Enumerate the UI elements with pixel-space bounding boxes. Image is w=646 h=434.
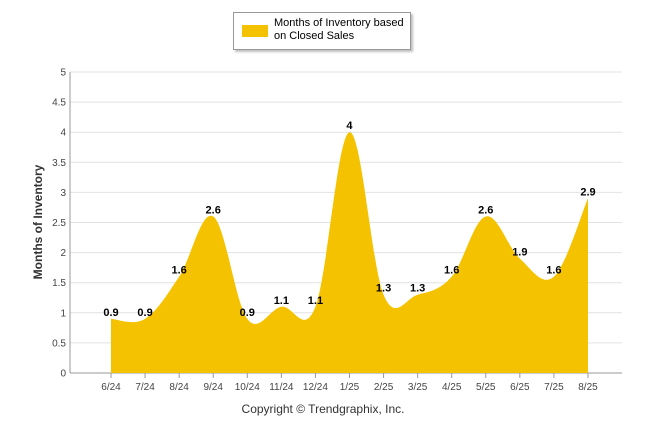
y-tick-label: 0 [60, 369, 66, 380]
data-label: 1.6 [444, 265, 459, 277]
y-tick-label: 3 [60, 188, 66, 199]
area-series [111, 132, 588, 373]
y-axis-label: Months of Inventory [31, 164, 45, 280]
data-label: 2.6 [478, 204, 493, 216]
data-label: 1.1 [308, 295, 323, 307]
x-tick-label: 5/25 [476, 382, 496, 393]
data-label: 2.6 [206, 204, 221, 216]
data-labels: 0.9 0.9 1.6 2.6 0.9 1.1 1.1 4 1.3 1.3 1.6 2.6 1.9 1.6… [103, 120, 595, 319]
x-tick-label: 12/24 [303, 382, 328, 393]
x-tick-label: 4/25 [442, 382, 462, 393]
x-tick-label: 7/24 [135, 382, 155, 393]
x-tick-label: 6/25 [510, 382, 530, 393]
x-tick-label: 9/24 [203, 382, 223, 393]
y-axis-ticks: 0 0.5 1 1.5 2 2.5 3 3.5 4 4.5 5 [52, 68, 66, 380]
x-tick-label: 7/25 [544, 382, 564, 393]
x-tick-label: 6/24 [101, 382, 121, 393]
data-label: 1.3 [410, 283, 425, 295]
legend-swatch [242, 25, 268, 37]
data-label: 1.1 [274, 295, 289, 307]
y-tick-label: 5 [60, 68, 66, 79]
data-label: 1.6 [171, 265, 186, 277]
data-label: 2.9 [580, 186, 595, 198]
y-tick-label: 2.5 [52, 218, 66, 229]
data-label: 0.9 [103, 307, 118, 319]
x-tick-label: 8/24 [169, 382, 189, 393]
data-label: 1.3 [376, 283, 391, 295]
data-label: 4 [346, 120, 353, 132]
legend-label: Months of Inventory based on Closed Sale… [274, 17, 404, 42]
y-tick-label: 2 [60, 248, 66, 259]
data-label: 1.9 [512, 247, 527, 259]
data-label: 0.9 [137, 307, 152, 319]
data-label: 1.6 [546, 265, 561, 277]
y-tick-label: 4 [60, 128, 66, 139]
y-tick-label: 0.5 [52, 338, 66, 349]
data-label: 0.9 [240, 307, 255, 319]
x-tick-label: 3/25 [408, 382, 428, 393]
y-tick-label: 1 [60, 308, 66, 319]
x-tick-label: 8/25 [578, 382, 598, 393]
y-tick-label: 1.5 [52, 278, 66, 289]
x-tick-label: 10/24 [235, 382, 260, 393]
x-tick-label: 2/25 [374, 382, 394, 393]
y-tick-label: 4.5 [52, 98, 66, 109]
copyright-text: Copyright © Trendgraphix, Inc. [241, 402, 405, 416]
x-tick-label: 1/25 [340, 382, 360, 393]
y-tick-label: 3.5 [52, 158, 66, 169]
x-tick-label: 11/24 [269, 382, 294, 393]
x-axis-ticks: 6/24 7/24 8/24 9/24 10/24 11/24 12/24 1/25 2/25 3… [101, 373, 598, 393]
area-fill [111, 132, 588, 373]
legend[interactable]: Months of Inventory based on Closed Sale… [233, 12, 411, 50]
